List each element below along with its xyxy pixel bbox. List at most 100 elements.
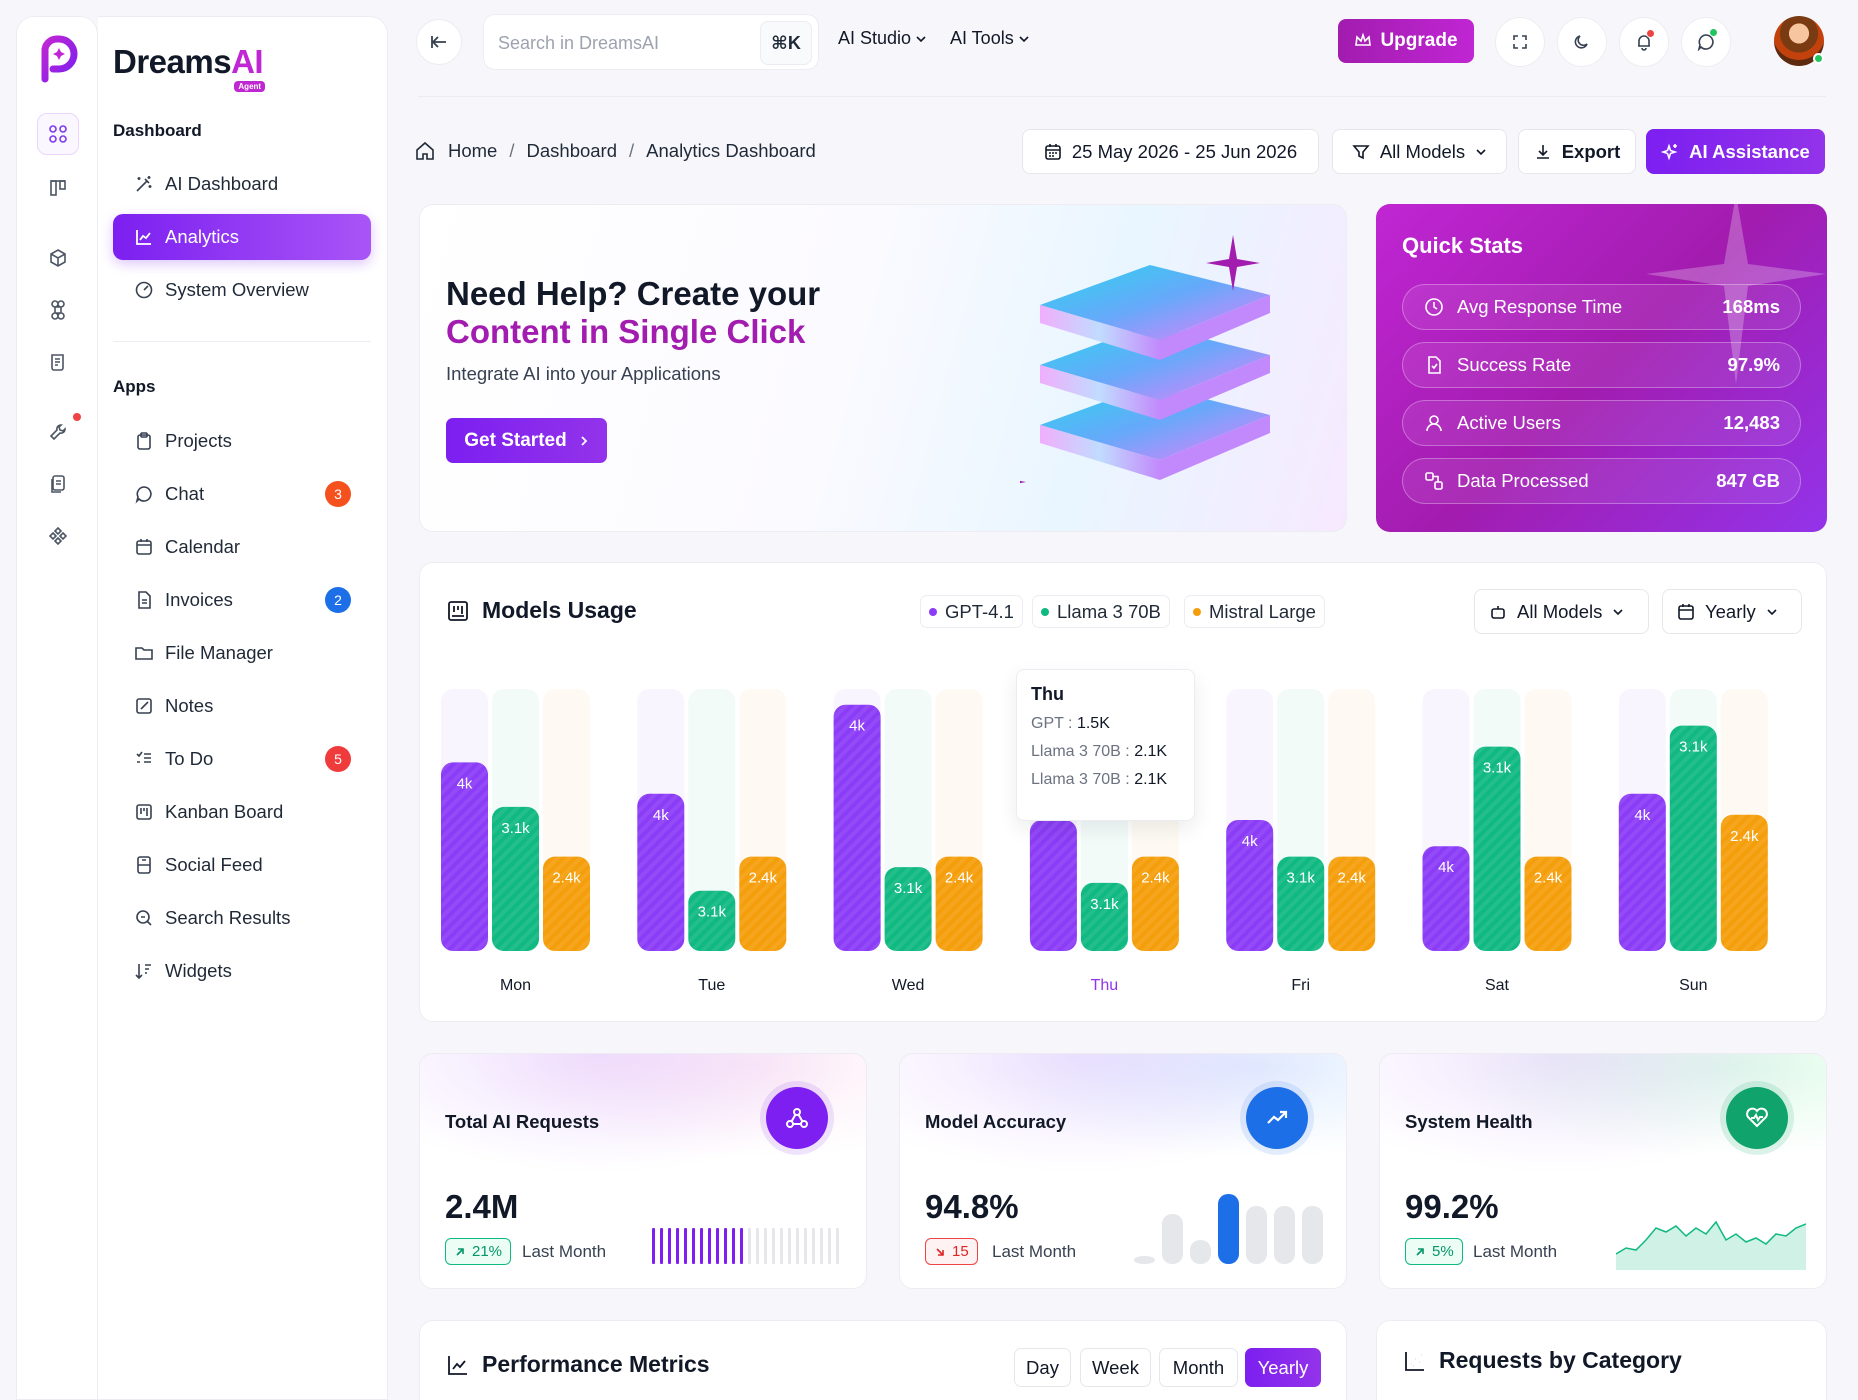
dark-mode-button[interactable] <box>1557 17 1607 67</box>
bar-value-label: 2.4k <box>1534 870 1563 887</box>
fullscreen-button[interactable] <box>1495 17 1545 67</box>
spark-bar <box>740 1228 743 1264</box>
requests-sparkbars <box>652 1228 839 1264</box>
tab-week[interactable]: Week <box>1080 1348 1151 1387</box>
rail-components-icon[interactable] <box>37 515 79 557</box>
spark-bar <box>796 1228 799 1264</box>
hero-banner: Need Help? Create your Content in Single… <box>419 204 1347 532</box>
chart-bar-texture <box>1277 856 1325 951</box>
tab-yearly[interactable]: Yearly <box>1245 1348 1321 1387</box>
brand-logo[interactable]: DreamsAI Agent <box>113 43 266 92</box>
online-status-dot <box>1813 53 1824 64</box>
app-logo-icon[interactable] <box>33 35 83 85</box>
legend-mistral[interactable]: Mistral Large <box>1184 595 1325 628</box>
breadcrumb-dashboard[interactable]: Dashboard <box>526 140 618 161</box>
rail-scroll-icon[interactable] <box>37 341 79 383</box>
section-dashboard-heading: Dashboard <box>113 121 202 140</box>
rail-dashboard-icon[interactable] <box>37 113 79 155</box>
accuracy-bar <box>1134 1256 1155 1264</box>
sidebar-item-label: Calendar <box>165 536 241 557</box>
stat-change-badge: 21% <box>445 1238 512 1265</box>
quick-stats-card: Quick Stats Avg Response Time 168ms Succ… <box>1376 204 1827 532</box>
sidebar-item-projects[interactable]: Projects <box>113 418 371 464</box>
rail-layout-icon[interactable] <box>37 167 79 209</box>
hero-subtitle: Integrate AI into your Applications <box>446 363 721 384</box>
arrow-up-right-icon <box>456 1247 464 1256</box>
rail-box-icon[interactable] <box>37 237 79 279</box>
spark-bar <box>764 1228 767 1264</box>
sidebar-item-file-manager[interactable]: File Manager <box>113 630 371 676</box>
notifications-button[interactable] <box>1619 17 1669 67</box>
hero-title-line1: Need Help? Create your <box>446 275 821 312</box>
user-avatar[interactable] <box>1774 16 1824 66</box>
rail-wrench-icon[interactable] <box>37 411 79 453</box>
stat-change-value: 21% <box>472 1243 503 1260</box>
sidebar-item-todo[interactable]: To Do 5 <box>113 736 371 782</box>
stat-period: Last Month <box>1473 1242 1558 1261</box>
sidebar-item-system-overview[interactable]: System Overview <box>113 267 371 313</box>
fullscreen-icon <box>1513 35 1527 49</box>
stat-change-badge: 5% <box>1405 1238 1463 1265</box>
sidebar-item-invoices[interactable]: Invoices 2 <box>113 577 371 623</box>
ai-tools-menu[interactable]: AI Tools <box>950 28 1030 49</box>
collapse-sidebar-button[interactable] <box>416 19 462 65</box>
sidebar-item-calendar[interactable]: Calendar <box>113 524 371 570</box>
bar-value-label: 2.4k <box>749 870 778 887</box>
get-started-button[interactable]: Get Started <box>446 418 607 463</box>
sidebar-item-widgets[interactable]: Widgets <box>113 948 371 994</box>
sidebar-item-label: Search Results <box>165 907 291 928</box>
sidebar-item-label: Projects <box>165 430 232 451</box>
tooltip-row-value: 2.1K <box>1134 743 1168 760</box>
stat-period: Last Month <box>992 1242 1077 1261</box>
sidebar-item-kanban-board[interactable]: Kanban Board <box>113 789 371 835</box>
rail-command-icon[interactable] <box>37 289 79 331</box>
chart-bar-texture <box>1131 856 1179 951</box>
usage-period-dropdown[interactable]: Yearly <box>1662 589 1802 634</box>
tab-day[interactable]: Day <box>1014 1348 1071 1387</box>
quick-stat-label: Data Processed <box>1457 470 1589 491</box>
home-icon <box>416 141 434 160</box>
legend-gpt[interactable]: GPT-4.1 <box>920 595 1023 628</box>
chart-bar-texture <box>1524 856 1572 951</box>
data-icon <box>1423 470 1445 492</box>
chart-bar-texture <box>1328 856 1376 951</box>
export-button[interactable]: Export <box>1518 129 1636 174</box>
ai-studio-menu[interactable]: AI Studio <box>838 28 927 49</box>
tab-month[interactable]: Month <box>1159 1348 1238 1387</box>
ai-assistance-button[interactable]: AI Assistance <box>1646 129 1825 174</box>
sidebar-item-chat[interactable]: Chat 3 <box>113 471 371 517</box>
invoice-icon <box>133 589 155 611</box>
rail-document-icon[interactable] <box>37 463 79 505</box>
quick-stat-data-processed: Data Processed 847 GB <box>1402 458 1801 504</box>
upgrade-button[interactable]: Upgrade <box>1338 19 1474 63</box>
accuracy-bar <box>1162 1214 1183 1264</box>
legend-label: Mistral Large <box>1209 600 1316 622</box>
breadcrumb-home[interactable]: Home <box>448 140 498 161</box>
moon-icon <box>1574 35 1588 49</box>
sidebar-item-label: AI Dashboard <box>165 173 279 194</box>
sidebar-item-social-feed[interactable]: Social Feed <box>113 842 371 888</box>
legend-llama[interactable]: Llama 3 70B <box>1032 595 1170 628</box>
chevron-down-icon <box>1019 35 1029 42</box>
checklist-icon <box>133 748 155 770</box>
clock-icon <box>1423 296 1445 318</box>
search-input[interactable] <box>498 29 748 57</box>
sidebar-item-notes[interactable]: Notes <box>113 683 371 729</box>
chart-tooltip: Thu GPT : 1.5K Llama 3 70B : 2.1K Llama … <box>1016 669 1195 821</box>
sidebar-item-analytics[interactable]: Analytics <box>113 214 371 260</box>
messages-button[interactable] <box>1681 17 1731 67</box>
spark-bar <box>836 1228 839 1264</box>
sidebar-divider <box>113 341 371 342</box>
heart-pulse-icon <box>1726 1087 1788 1149</box>
models-filter-dropdown[interactable]: All Models <box>1332 129 1507 174</box>
chart-bar-texture <box>884 867 932 951</box>
get-started-label: Get Started <box>464 429 567 451</box>
date-range-picker[interactable]: 25 May 2026 - 25 Jun 2026 <box>1022 129 1319 174</box>
chart-bar-texture <box>688 890 736 951</box>
calendar-icon <box>1678 603 1694 620</box>
sidebar-item-ai-dashboard[interactable]: AI Dashboard <box>113 161 371 207</box>
usage-models-dropdown[interactable]: All Models <box>1474 589 1649 634</box>
chevron-down-icon <box>1613 608 1623 615</box>
upgrade-label: Upgrade <box>1380 30 1458 51</box>
sidebar-item-search-results[interactable]: Search Results <box>113 895 371 941</box>
